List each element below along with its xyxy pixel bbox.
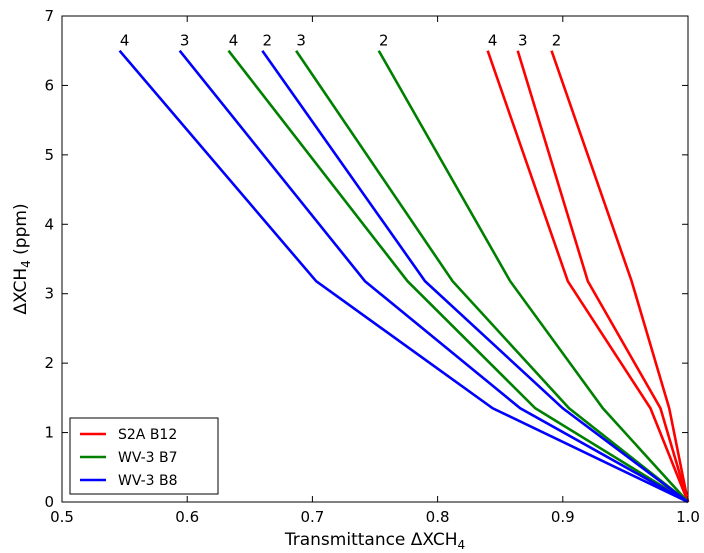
series-line-s2a-b12-3 xyxy=(516,50,690,503)
plot-frame xyxy=(61,15,689,503)
curve-label: 3 xyxy=(296,32,306,50)
x-tick-label: 0.8 xyxy=(426,508,450,526)
x-tick-label: 0.9 xyxy=(551,508,575,526)
legend-items: S2A B12 WV-3 B7 WV-3 B8 xyxy=(80,427,178,489)
y-tick-label: 2 xyxy=(44,354,54,372)
curve-label: 3 xyxy=(180,32,190,50)
y-tick-label: 1 xyxy=(44,424,54,442)
series-layer xyxy=(118,49,690,504)
series-line-s2a-b12-4 xyxy=(486,50,690,503)
series-line-wv-3-b8-2 xyxy=(261,49,689,504)
y-tick-label: 3 xyxy=(44,285,54,303)
legend-label: WV-3 B7 xyxy=(118,450,178,466)
y-tick-label: 4 xyxy=(44,215,54,233)
curve-label: 3 xyxy=(518,32,528,50)
plot-area: 0.5 0.6 0.7 0.8 0.9 1.0 0 1 2 3 4 5 6 7 2 3 4 2 3 4 2 3 4 xyxy=(44,7,699,526)
x-tick-label: 1.0 xyxy=(676,508,700,526)
y-tick-label: 0 xyxy=(44,493,54,511)
curve-label: 2 xyxy=(552,32,562,50)
curve-label: 2 xyxy=(263,32,273,50)
legend-label: S2A B12 xyxy=(118,427,177,443)
y-tick-label: 7 xyxy=(44,7,54,25)
series-line-s2a-b12-2 xyxy=(550,50,690,503)
curve-label: 2 xyxy=(379,32,389,50)
series-line-wv-3-b8-3 xyxy=(178,49,689,504)
curve-label: 4 xyxy=(488,32,498,50)
x-tick-label: 0.6 xyxy=(175,508,199,526)
series-line-wv-3-b8-4 xyxy=(118,49,689,504)
series-line-wv-3-b7-4 xyxy=(227,49,689,504)
series-line-wv-3-b7-2 xyxy=(377,50,689,503)
y-tick-label: 5 xyxy=(44,146,54,164)
series-line-wv-3-b7-3 xyxy=(295,49,689,504)
y-axis-label: ΔXCH4 (ppm) xyxy=(11,203,33,314)
legend: S2A B12 WV-3 B7 WV-3 B8 xyxy=(69,417,219,495)
y-tick-label: 6 xyxy=(44,76,54,94)
x-tick-label: 0.7 xyxy=(300,508,324,526)
curve-labels-layer: 2 3 4 2 3 4 2 3 4 xyxy=(120,32,561,50)
x-axis-label: Transmittance ΔXCH4 xyxy=(284,530,465,552)
curve-label: 4 xyxy=(229,32,239,50)
x-tick-label: 0.5 xyxy=(50,508,74,526)
curve-label: 4 xyxy=(120,32,130,50)
ticks-layer: 0.5 0.6 0.7 0.8 0.9 1.0 0 1 2 3 4 5 6 7 xyxy=(44,7,699,526)
legend-label: WV-3 B8 xyxy=(118,473,178,489)
